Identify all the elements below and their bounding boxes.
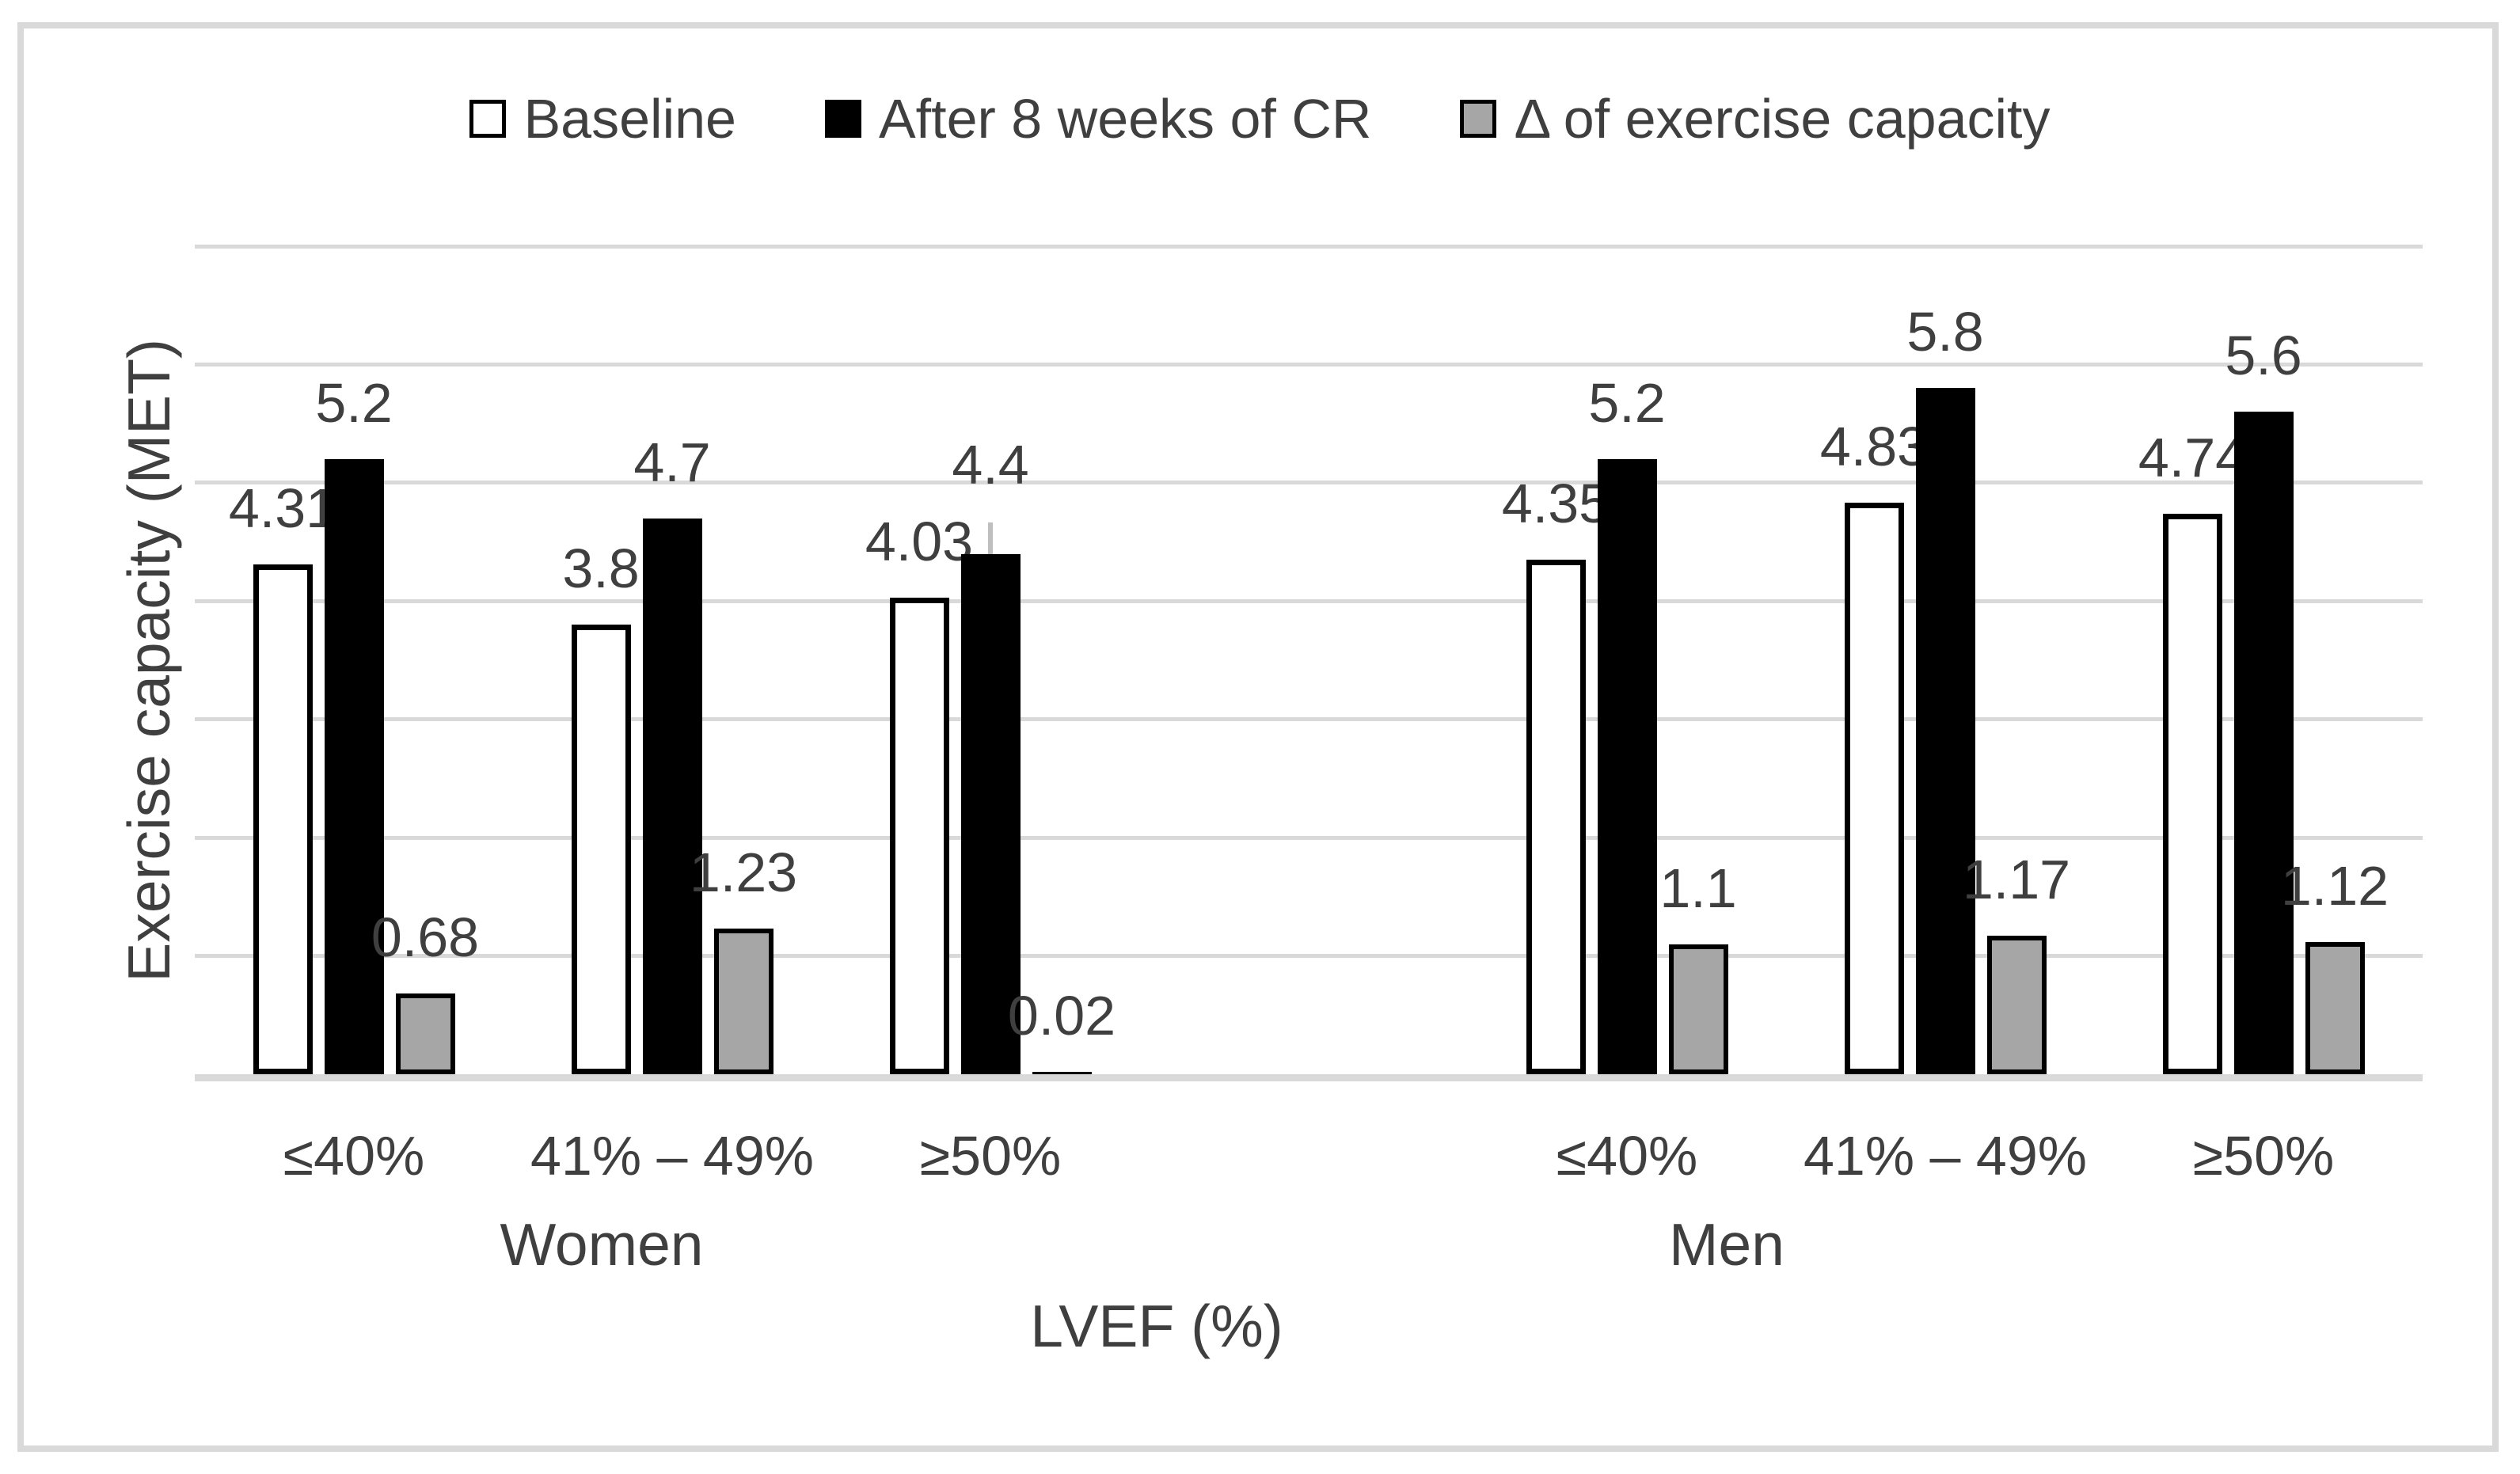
bar-men-50-after-8-weeks-of-cr [2233,412,2294,1074]
bar-men-40-after-8-weeks-of-cr [1597,459,1657,1074]
bar-women-41-49-of-exercise-capacity [713,929,773,1074]
group-label-women: Women [500,1211,704,1278]
bar-label-men-50-after-8-weeks-of-cr: 5.6 [2225,325,2302,386]
bar-men-40-of-exercise-capacity [1668,944,1728,1074]
x-axis-title: LVEF (%) [1030,1293,1283,1359]
bar-label-men-40-after-8-weeks-of-cr: 5.2 [1588,372,1666,434]
legend-item-baseline: Baseline [469,91,736,146]
category-label-women-50: ≥50% [919,1125,1062,1187]
bar-women-41-49-after-8-weeks-of-cr [642,519,702,1074]
group-label-men: Men [1669,1211,1785,1278]
y-axis-title: Exercise capacity (MET) [115,338,182,982]
bar-women-41-49-baseline [571,625,631,1074]
bar-label-men-40-of-exercise-capacity: 1.1 [1659,857,1737,919]
category-label-women-40: ≤40% [283,1125,425,1187]
category-label-men-50: ≥50% [2192,1125,2335,1187]
gridline [195,598,2423,603]
figure-border [17,22,2499,1452]
bar-label-men-41-49-baseline: 4.83 [1819,416,1929,477]
gridline [195,362,2423,367]
bar-men-41-49-of-exercise-capacity [1986,936,2047,1074]
bar-men-50-of-exercise-capacity [2305,942,2365,1074]
bar-men-41-49-after-8-weeks-of-cr [1915,388,1975,1074]
bar-women-40-after-8-weeks-of-cr [324,459,384,1074]
bar-label-women-50-of-exercise-capacity: 0.02 [1007,985,1116,1047]
legend-swatch-icon [1460,100,1497,138]
legend-label: Δ of exercise capacity [1514,88,2051,150]
bar-men-50-baseline [2162,514,2222,1074]
legend-swatch-icon [469,100,507,138]
category-label-men-41-49: 41% – 49% [1803,1125,2088,1187]
bar-men-40-baseline [1526,560,1586,1074]
bar-men-41-49-baseline [1844,503,1904,1074]
category-label-men-40: ≤40% [1556,1125,1698,1187]
x-axis-line [195,1074,2423,1081]
bar-label-women-40-of-exercise-capacity: 0.68 [371,906,480,968]
bar-women-50-of-exercise-capacity [1032,1072,1092,1074]
gridline [195,835,2423,840]
bar-label-women-41-49-baseline: 3.8 [562,538,640,599]
bar-women-50-after-8-weeks-of-cr [960,554,1021,1074]
bar-label-women-41-49-of-exercise-capacity: 1.23 [689,841,798,903]
bar-label-women-50-after-8-weeks-of-cr: 4.4 [952,434,1029,496]
bar-women-40-of-exercise-capacity [395,993,455,1074]
gridline [195,717,2423,722]
gridline [195,244,2423,249]
legend-label: After 8 weeks of CR [878,88,1372,150]
y-axis-title-box: Exercise capacity (MET) [101,246,196,1074]
bar-label-men-41-49-after-8-weeks-of-cr: 5.8 [1906,301,1984,363]
legend-label: Baseline [523,88,736,150]
legend-swatch-icon [824,100,861,138]
bar-label-women-40-after-8-weeks-of-cr: 5.2 [315,372,393,434]
chart-legend: Baseline After 8 weeks of CR Δ of exercise… [0,85,2520,152]
gridline [195,481,2423,485]
bar-label-men-41-49-of-exercise-capacity: 1.17 [1962,849,2071,910]
bar-women-40-baseline [253,564,313,1074]
category-label-women-41-49: 41% – 49% [530,1125,815,1187]
bar-label-women-41-49-after-8-weeks-of-cr: 4.7 [633,431,711,493]
bar-women-50-baseline [889,598,949,1074]
bar-label-women-40-baseline: 4.31 [228,477,337,539]
gridline [195,954,2423,959]
bar-label-men-50-of-exercise-capacity: 1.12 [2280,855,2389,917]
error-whisker [988,522,993,554]
bar-label-women-50-baseline: 4.03 [865,511,974,572]
bar-label-men-40-baseline: 4.35 [1501,473,1610,534]
legend-item-after-8-weeks-of-cr: After 8 weeks of CR [824,88,1372,150]
legend-item-of-exercise-capacity: Δ of exercise capacity [1460,88,2051,150]
bar-label-men-50-baseline: 4.74 [2138,427,2247,488]
